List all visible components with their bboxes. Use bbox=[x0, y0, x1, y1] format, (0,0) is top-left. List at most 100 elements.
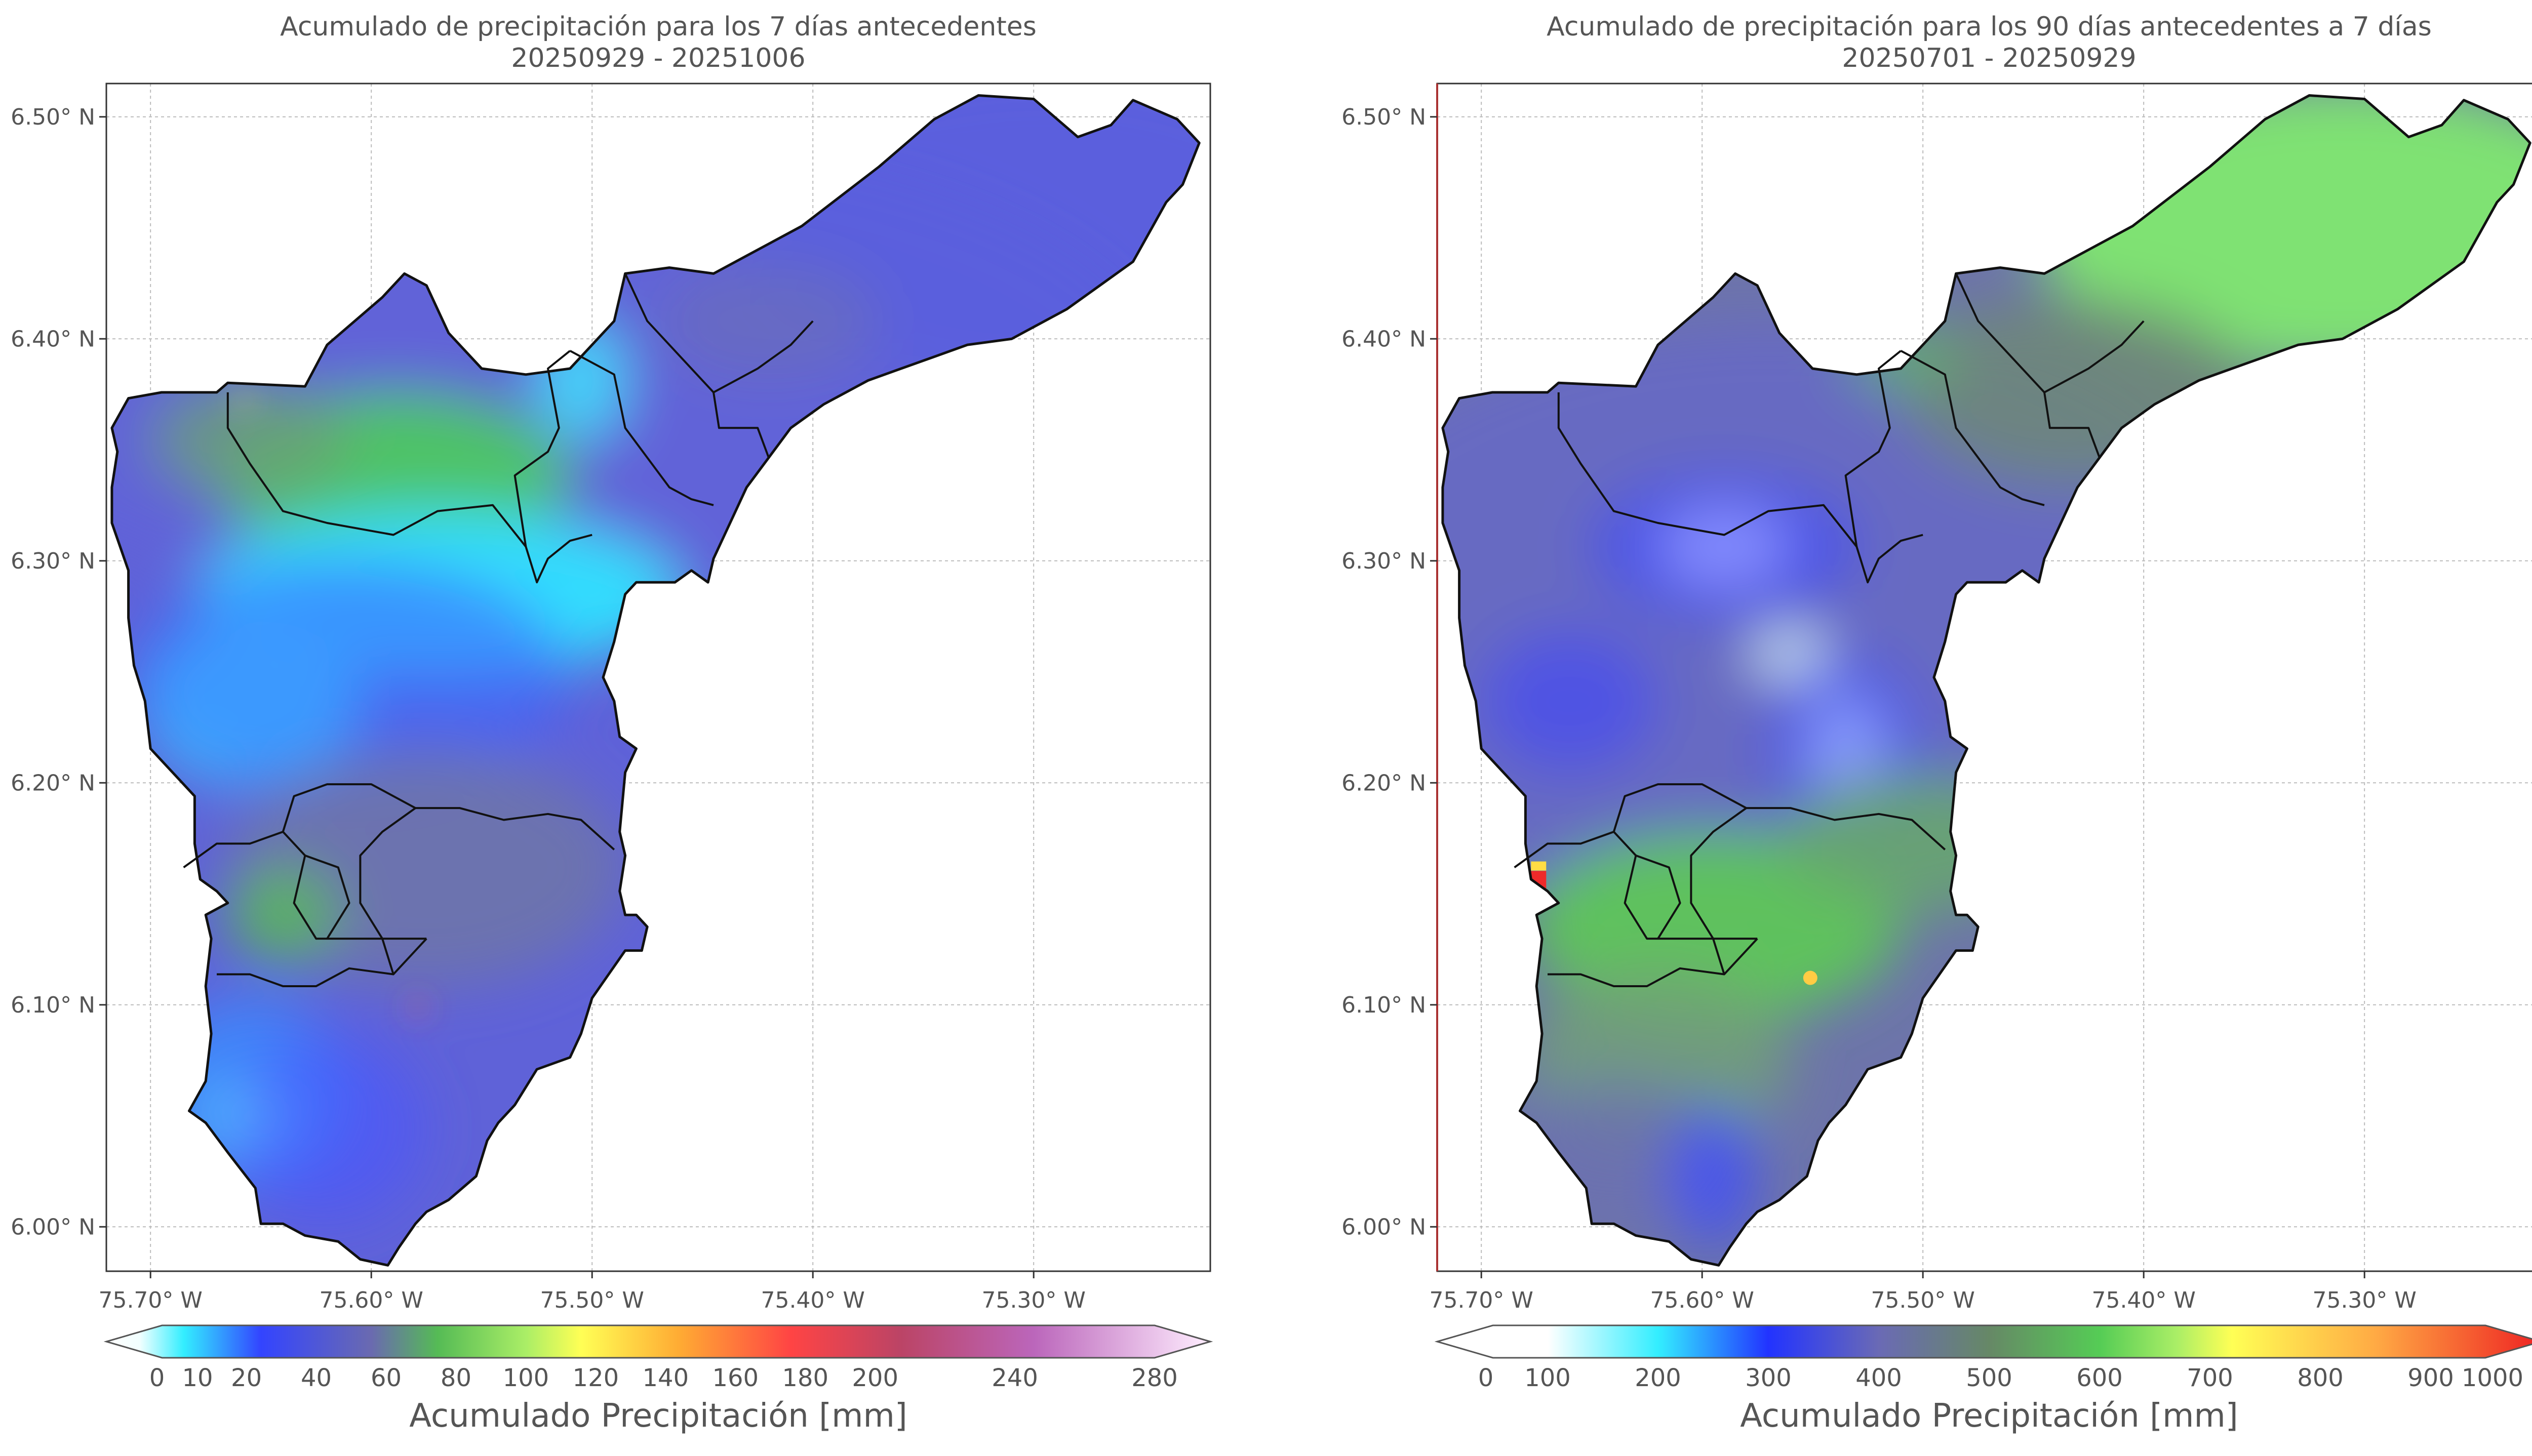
left-subbasin-divide-7 bbox=[359, 807, 416, 975]
right-precip-field bbox=[1442, 95, 2530, 1266]
left-xtick-label-4: 75.30° W bbox=[981, 1287, 1085, 1313]
right-map: 75.70° W 75.60° W 75.50° W 75.40° W 75.30° W… bbox=[1341, 83, 2532, 1392]
left-subbasin-divide-6 bbox=[282, 783, 615, 851]
left-xtick-label-0: 75.70° W bbox=[98, 1287, 202, 1313]
left-plot-frame bbox=[105, 83, 1211, 1272]
left-ytick-label-1: 6.40° N bbox=[11, 326, 95, 352]
right-basin-outline bbox=[1441, 94, 2531, 1267]
left-subbasin-divide-9 bbox=[217, 938, 427, 987]
right-ytick-label-3: 6.20° N bbox=[1341, 770, 1426, 796]
left-field-blob-7 bbox=[128, 558, 570, 796]
right-colorbar-tick-10: 1000 bbox=[2462, 1364, 2523, 1392]
left-colorbar-label: Acumulado Precipitación [mm] bbox=[409, 1397, 907, 1435]
left-subbasin-divide-5 bbox=[183, 831, 427, 940]
right-subbasin-divide-6 bbox=[1612, 783, 1946, 851]
left-xtick-label-2: 75.50° W bbox=[540, 1287, 644, 1313]
right-colorbar-tick-1: 100 bbox=[1524, 1364, 1571, 1392]
right-colorbar-tick-9: 900 bbox=[2407, 1364, 2454, 1392]
left-field-blob-9 bbox=[227, 867, 338, 963]
right-colorbar-label: Acumulado Precipitación [mm] bbox=[1740, 1397, 2238, 1435]
left-field-hotspots bbox=[237, 395, 423, 1016]
right-field-blob-5 bbox=[1592, 475, 1857, 618]
left-subbasin-divide-4 bbox=[713, 320, 814, 393]
right-field-blob-14 bbox=[1669, 1105, 1758, 1248]
left-subbasin-divide-2 bbox=[569, 350, 714, 506]
right-subbasin-divide-8 bbox=[1635, 855, 1681, 940]
left-colorbar-tick-3: 40 bbox=[301, 1364, 332, 1392]
left-colorbar-tick-10: 180 bbox=[782, 1364, 828, 1392]
left-colorbar-tick-2: 20 bbox=[231, 1364, 262, 1392]
right-colorbar-bar bbox=[1434, 1324, 2532, 1359]
left-ytick-label-2: 6.30° N bbox=[11, 548, 95, 574]
left-colorbar-tick-7: 120 bbox=[573, 1364, 619, 1392]
left-subbasin-divide-0 bbox=[226, 392, 592, 584]
right-title: Acumulado de precipitación para los 90 d… bbox=[1437, 11, 2532, 74]
left-colorbar-tick-13: 280 bbox=[1131, 1364, 1178, 1392]
right-xtick-label-2: 75.50° W bbox=[1871, 1287, 1974, 1313]
left-subbasin-divide-1 bbox=[513, 350, 571, 547]
left-ytick-label-0: 6.50° N bbox=[11, 104, 95, 130]
left-colorbar-tick-9: 160 bbox=[712, 1364, 759, 1392]
left-ytick-label-4: 6.10° N bbox=[11, 992, 95, 1018]
right-colorbar-tick-8: 800 bbox=[2297, 1364, 2344, 1392]
right-xtick-label-1: 75.60° W bbox=[1650, 1287, 1754, 1313]
left-colorbar-tick-6: 100 bbox=[503, 1364, 549, 1392]
left-map: 75.70° W 75.60° W 75.50° W 75.40° W 75.30° W… bbox=[11, 83, 1213, 1392]
left-field-blob-3 bbox=[150, 380, 349, 500]
left-colorbar-tick-8: 140 bbox=[643, 1364, 689, 1392]
left-colorbar-tick-12: 240 bbox=[992, 1364, 1038, 1392]
right-colorbar-tick-4: 400 bbox=[1855, 1364, 1902, 1392]
right-field-blob-9 bbox=[1481, 630, 1658, 773]
right-field-blob-2 bbox=[1901, 297, 2254, 488]
right-hotspot-south bbox=[1803, 970, 1817, 985]
left-colorbar-tick-11: 200 bbox=[852, 1364, 898, 1392]
right-field-blob-3 bbox=[1845, 321, 1956, 392]
left-colorbar-tick-1: 10 bbox=[182, 1364, 213, 1392]
left-field-blobs bbox=[111, 95, 1200, 1224]
left-colorbar: 0 10 20 40 60 80 100 120 140 160 180 200 240 280 bbox=[103, 1324, 1213, 1392]
right-colorbar-tick-0: 0 bbox=[1478, 1364, 1494, 1392]
right-hotspot-west-rim bbox=[1531, 861, 1547, 871]
right-field-blob-11 bbox=[1779, 772, 2044, 915]
left-field-blob-13 bbox=[658, 261, 879, 381]
left-title: Acumulado de precipitación para los 7 dí… bbox=[106, 11, 1210, 74]
left-ytick-label-5: 6.00° N bbox=[11, 1214, 95, 1240]
right-colorbar: 0 100 200 300 400 500 600 700 800 900 1000 bbox=[1434, 1324, 2532, 1392]
right-colorbar-tick-3: 300 bbox=[1745, 1364, 1792, 1392]
left-title-line1: Acumulado de precipitación para los 7 dí… bbox=[280, 12, 1037, 42]
right-colorbar-tick-2: 200 bbox=[1635, 1364, 1681, 1392]
right-subbasin-divide-0 bbox=[1557, 392, 1923, 584]
right-colorbar-tick-5: 500 bbox=[1966, 1364, 2012, 1392]
right-field-layers bbox=[1442, 95, 2530, 1266]
right-subbasin-divide-2 bbox=[1900, 350, 2045, 506]
right-subbasin-divide-7 bbox=[1690, 807, 1747, 975]
right-xtick-label-3: 75.40° W bbox=[2091, 1287, 2195, 1313]
right-subbasin-divide-9 bbox=[1548, 938, 1758, 987]
left-xtick-label-1: 75.60° W bbox=[319, 1287, 423, 1313]
right-field-blobs bbox=[1442, 95, 2530, 1248]
right-subbasin-divide-4 bbox=[2044, 320, 2145, 393]
right-subbasin-divide-5 bbox=[1514, 831, 1758, 940]
right-subbasin-divide-1 bbox=[1844, 350, 1902, 547]
left-subbasin-divide-8 bbox=[304, 855, 350, 940]
right-colorbar-tick-7: 700 bbox=[2187, 1364, 2233, 1392]
right-ytick-label-1: 6.40° N bbox=[1341, 326, 1426, 352]
left-field-blob-12 bbox=[227, 1033, 427, 1224]
left-xtick-label-3: 75.40° W bbox=[761, 1287, 864, 1313]
left-colorbar-tick-5: 80 bbox=[441, 1364, 471, 1392]
left-hotspot-north bbox=[237, 395, 252, 406]
left-title-line2: 20250929 - 20251006 bbox=[511, 43, 806, 73]
left-colorbar-tick-4: 60 bbox=[371, 1364, 402, 1392]
right-xtick-label-4: 75.30° W bbox=[2312, 1287, 2416, 1313]
left-basin-outline bbox=[110, 94, 1201, 1267]
right-ytick-label-5: 6.00° N bbox=[1341, 1214, 1426, 1240]
right-ytick-label-2: 6.30° N bbox=[1341, 548, 1426, 574]
right-title-line1: Acumulado de precipitación para los 90 d… bbox=[1547, 12, 2432, 42]
right-xtick-label-0: 75.70° W bbox=[1429, 1287, 1533, 1313]
left-colorbar-tick-0: 0 bbox=[149, 1364, 165, 1392]
right-ytick-label-0: 6.50° N bbox=[1341, 104, 1426, 130]
left-hotspot-south bbox=[412, 999, 423, 1016]
left-colorbar-bar bbox=[103, 1324, 1213, 1359]
